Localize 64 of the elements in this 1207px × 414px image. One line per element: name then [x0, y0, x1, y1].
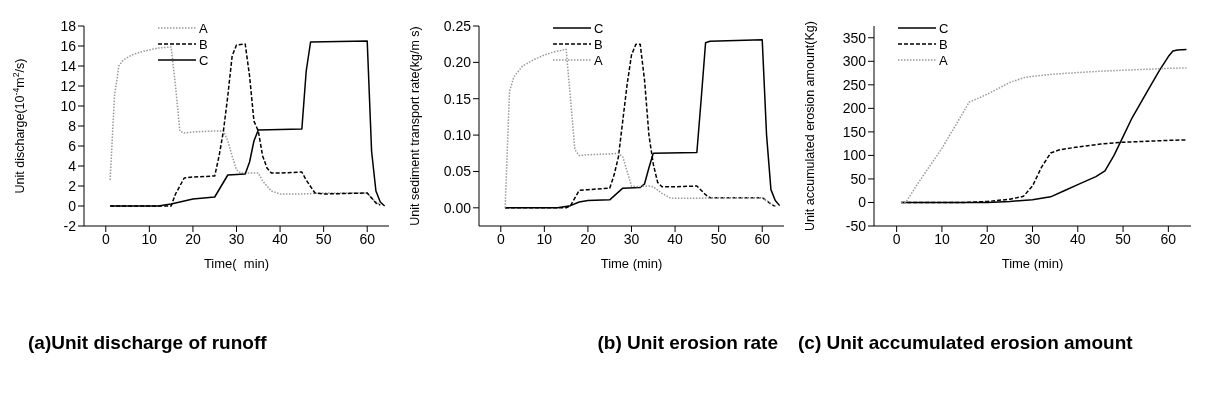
x-tick-label: 10: [536, 230, 553, 247]
x-tick-label: 0: [101, 230, 110, 247]
y-tick-label: 4: [68, 157, 77, 174]
y-axis-title: Unit sediment transport rate(kg/m s): [408, 26, 422, 226]
y-tick-label: 150: [842, 123, 867, 140]
y-tick-label: 10: [60, 97, 77, 114]
y-tick-label: 14: [60, 57, 77, 74]
x-tick-label: 20: [185, 230, 201, 247]
y-tick-label: 0.00: [443, 199, 472, 216]
legend-label: A: [199, 20, 208, 36]
x-tick-label: 30: [623, 230, 640, 247]
x-tick-label: 40: [272, 230, 289, 247]
legend-label: C: [199, 52, 209, 68]
y-tick-label: 8: [68, 117, 77, 134]
x-tick-label: 30: [1024, 230, 1041, 247]
x-tick-label: 60: [754, 230, 771, 247]
y-tick-label: 0.25: [443, 17, 472, 34]
y-tick-label: 0.10: [443, 127, 472, 144]
x-tick-label: 30: [228, 230, 245, 247]
y-tick-label: 350: [842, 29, 867, 46]
legend-label: A: [594, 52, 603, 68]
y-tick-label: 0: [858, 194, 867, 211]
y-tick-label: 100: [842, 147, 867, 164]
x-tick-label: 40: [667, 230, 684, 247]
x-tick-label: 0: [496, 230, 505, 247]
text: (a)Unit discharge of runoff: [27, 332, 268, 354]
y-tick-label: -50: [845, 217, 867, 234]
y-tick-label: -2: [63, 217, 77, 234]
y-tick-label: 16: [60, 37, 77, 54]
x-axis-title: Time (min): [1001, 256, 1064, 271]
y-tick-label: 50: [850, 170, 867, 187]
legend-label: A: [939, 52, 948, 68]
y-tick-label: 2: [68, 177, 77, 194]
x-axis-title: Time( min): [203, 256, 270, 271]
x-tick-label: 10: [934, 230, 950, 247]
x-tick-label: 60: [1160, 230, 1177, 247]
text: (c) Unit accumulated erosion amount: [798, 332, 1134, 354]
y-tick-label: 12: [60, 77, 77, 94]
y-tick-label: 6: [68, 137, 77, 154]
y-axis-title: Unit accumulated erosion amount(Kg): [803, 21, 817, 231]
text: (b) Unit erosion rate: [596, 332, 779, 354]
y-tick-label: 0.20: [443, 54, 472, 71]
x-tick-label: 50: [1115, 230, 1132, 247]
legend-label: B: [939, 36, 948, 52]
x-tick-label: 20: [580, 230, 596, 247]
legend-label: C: [594, 20, 604, 36]
x-axis-title: Time (min): [600, 256, 663, 271]
y-tick-label: 0: [68, 197, 77, 214]
y-tick-label: 18: [60, 17, 77, 34]
legend-label: B: [594, 36, 603, 52]
x-tick-label: 60: [359, 230, 376, 247]
legend-label: B: [199, 36, 208, 52]
legend-label: C: [939, 20, 949, 36]
x-tick-label: 0: [892, 230, 901, 247]
y-tick-label: 200: [842, 100, 867, 117]
y-tick-label: 0.05: [443, 163, 472, 180]
x-tick-label: 50: [315, 230, 332, 247]
y-tick-label: 250: [842, 76, 867, 93]
x-tick-label: 50: [710, 230, 727, 247]
y-tick-label: 300: [842, 53, 867, 70]
x-tick-label: 10: [141, 230, 158, 247]
x-tick-label: 40: [1070, 230, 1086, 247]
y-tick-label: 0.15: [443, 90, 472, 107]
x-tick-label: 20: [979, 230, 996, 247]
